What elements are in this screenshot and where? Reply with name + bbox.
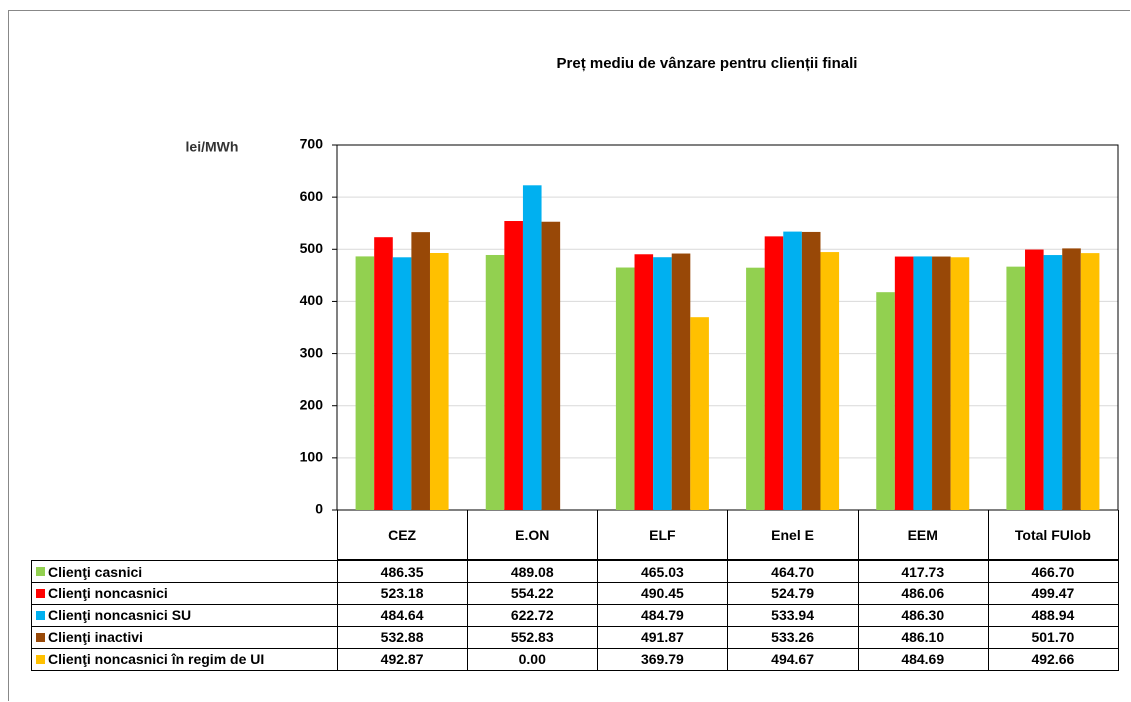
legend-label: Clienţi inactivi [48,629,143,645]
table-value: 490.45 [597,582,729,605]
legend-entry: Clienţi inactivi [31,626,338,649]
table-value: 489.08 [467,560,599,583]
table-value: 486.35 [337,560,469,583]
table-value: 499.47 [987,582,1119,605]
bar [1006,266,1026,510]
y-tick-label: 600 [300,188,324,204]
bar [801,231,821,510]
table-value: 465.03 [597,560,729,583]
table-value: 486.30 [857,604,989,627]
category-label: Total FUlob [987,510,1119,560]
table-value: 491.87 [597,626,729,649]
legend-label: Clienţi casnici [48,563,143,580]
bar [653,257,672,510]
table-value: 552.83 [467,626,599,649]
table-value: 486.06 [857,582,989,605]
table-value: 523.18 [337,582,469,605]
bar [820,252,840,510]
legend-entry: Clienţi noncasnici [31,582,338,605]
bar [541,221,561,510]
bar [894,256,914,510]
y-tick-label: 700 [300,136,324,152]
legend-swatch [36,588,45,598]
bar [522,185,542,510]
legend-swatch [36,610,45,620]
legend-entry: Clienţi casnici [31,560,338,583]
bar [1043,255,1063,510]
bar [671,253,691,510]
legend-swatch [36,632,45,642]
bar [355,256,375,510]
category-label: Enel E [727,510,859,560]
table-value: 486.10 [857,626,989,649]
category-label: E.ON [467,510,599,560]
y-axis-label: lei/MWh [186,139,239,155]
table-value: 533.26 [727,626,859,649]
bar [374,237,393,510]
legend-entry: Clienţi noncasnici SU [31,604,338,627]
table-value: 494.67 [727,648,859,671]
plot-frame [336,144,1119,511]
table-value: 0.00 [467,648,599,671]
bar [950,257,970,510]
bar [932,256,951,510]
bar [504,221,523,510]
chart-title: Preț mediu de vânzare pentru clienții fi… [557,55,858,72]
table-value: 492.87 [337,648,469,671]
table-value: 417.73 [857,560,989,583]
y-tick-label: 0 [315,501,323,517]
table-value: 524.79 [727,582,859,605]
bar [913,256,933,510]
legend-label: Clienţi noncasnici [48,585,168,601]
bar [429,253,449,511]
bar [764,236,784,510]
legend-swatch [36,654,45,664]
table-value: 622.72 [467,604,599,627]
bar [746,267,765,510]
table-value: 533.94 [727,604,859,627]
table-value: 532.88 [337,626,469,649]
table-value: 484.64 [337,604,469,627]
y-tick-label: 400 [300,292,324,308]
table-value: 554.22 [467,582,599,605]
bar [1080,253,1100,510]
legend-label: Clienţi noncasnici în regim de UI [48,651,265,667]
legend-swatch [36,567,45,576]
table-left-border [337,510,338,560]
y-tick-label: 200 [300,396,324,412]
y-tick-label: 500 [300,240,324,256]
table-value: 501.70 [987,626,1119,649]
category-label: EEM [857,510,989,560]
legend-entry: Clienţi noncasnici în regim de UI [31,648,338,671]
bar [392,257,412,510]
frame [8,10,1130,701]
bar [1025,249,1044,510]
bar [876,292,895,510]
table-value: 369.79 [597,648,729,671]
table-value: 484.69 [857,648,989,671]
legend-label: Clienţi noncasnici SU [48,607,192,623]
bar [634,254,654,510]
bar [615,267,635,510]
bar [485,254,505,510]
y-tick-label: 100 [300,449,324,465]
table-value: 484.79 [597,604,729,627]
table-value: 492.66 [987,648,1119,671]
table-value: 466.70 [987,560,1119,583]
category-label: ELF [597,510,729,560]
y-tick-label: 300 [300,344,324,360]
table-value: 464.70 [727,560,859,583]
bar [783,231,802,510]
bar [1062,248,1081,510]
bar [411,232,430,510]
bar [690,317,709,510]
table-value: 488.94 [987,604,1119,627]
category-label: CEZ [337,510,469,560]
